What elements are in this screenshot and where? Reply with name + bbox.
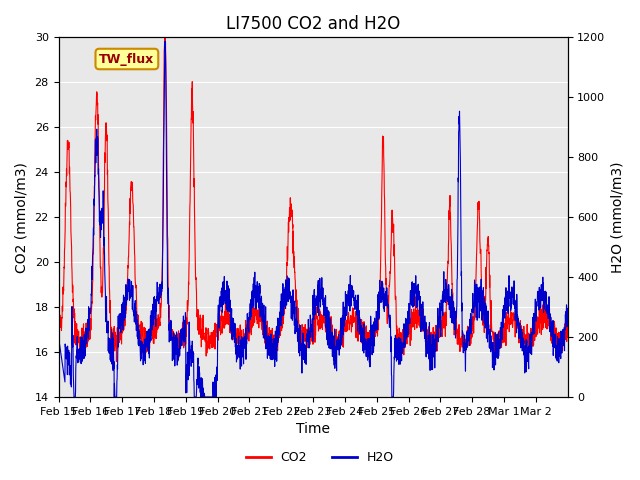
H2O [564,306,572,312]
CO2 [495,331,503,337]
CO2 [106,285,113,290]
H2O [344,298,351,304]
H2O [54,334,62,340]
CO2 [161,35,169,40]
Y-axis label: CO2 (mmol/m3): CO2 (mmol/m3) [15,162,29,273]
H2O [467,323,474,329]
CO2 [54,323,62,329]
CO2 [467,342,474,348]
Line: H2O: H2O [58,41,568,397]
H2O [161,38,169,44]
CO2 [564,325,572,331]
H2O [557,356,564,361]
H2O [216,309,223,314]
H2O [106,346,113,352]
Text: TW_flux: TW_flux [99,52,154,65]
CO2 [216,327,223,333]
CO2 [344,313,351,319]
Title: LI7500 CO2 and H2O: LI7500 CO2 and H2O [226,15,400,33]
X-axis label: Time: Time [296,422,330,436]
CO2 [557,342,564,348]
H2O [70,394,78,400]
Y-axis label: H2O (mmol/m3): H2O (mmol/m3) [611,161,625,273]
Line: CO2: CO2 [58,37,568,361]
CO2 [113,359,120,364]
H2O [495,336,503,342]
Legend: CO2, H2O: CO2, H2O [241,446,399,469]
